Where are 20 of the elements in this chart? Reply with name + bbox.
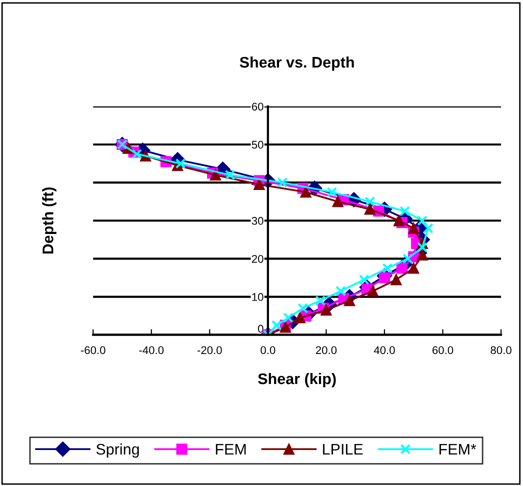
legend-label: Spring bbox=[96, 443, 139, 458]
y-tick-label: 60 bbox=[252, 102, 264, 111]
x-axis-title: Shear (kip) bbox=[258, 372, 336, 388]
y-tick-label: 30 bbox=[252, 216, 264, 225]
x-tick-label: 40.0 bbox=[374, 346, 395, 354]
x-tick-label: -40.0 bbox=[139, 346, 164, 354]
x-tick-label: 80.0 bbox=[490, 346, 512, 354]
x-tick-label: 60.0 bbox=[432, 346, 454, 354]
y-tick-label: 20 bbox=[252, 254, 264, 263]
legend-label: LPILE bbox=[323, 444, 363, 454]
chart-title: Shear vs. Depth bbox=[240, 56, 354, 71]
x-tick-label: 20.0 bbox=[316, 346, 337, 354]
y-tick-label: 50 bbox=[252, 140, 264, 149]
y-tick-label: 10 bbox=[252, 293, 264, 301]
x-tick-label: -60.0 bbox=[80, 346, 106, 354]
y-axis-title: Depth (ft) bbox=[42, 187, 56, 254]
x-tick-label: -20.0 bbox=[197, 346, 222, 354]
legend-label: FEM bbox=[216, 444, 246, 454]
x-tick-label: 0.0 bbox=[260, 346, 276, 354]
legend-label: FEM* bbox=[440, 444, 476, 454]
